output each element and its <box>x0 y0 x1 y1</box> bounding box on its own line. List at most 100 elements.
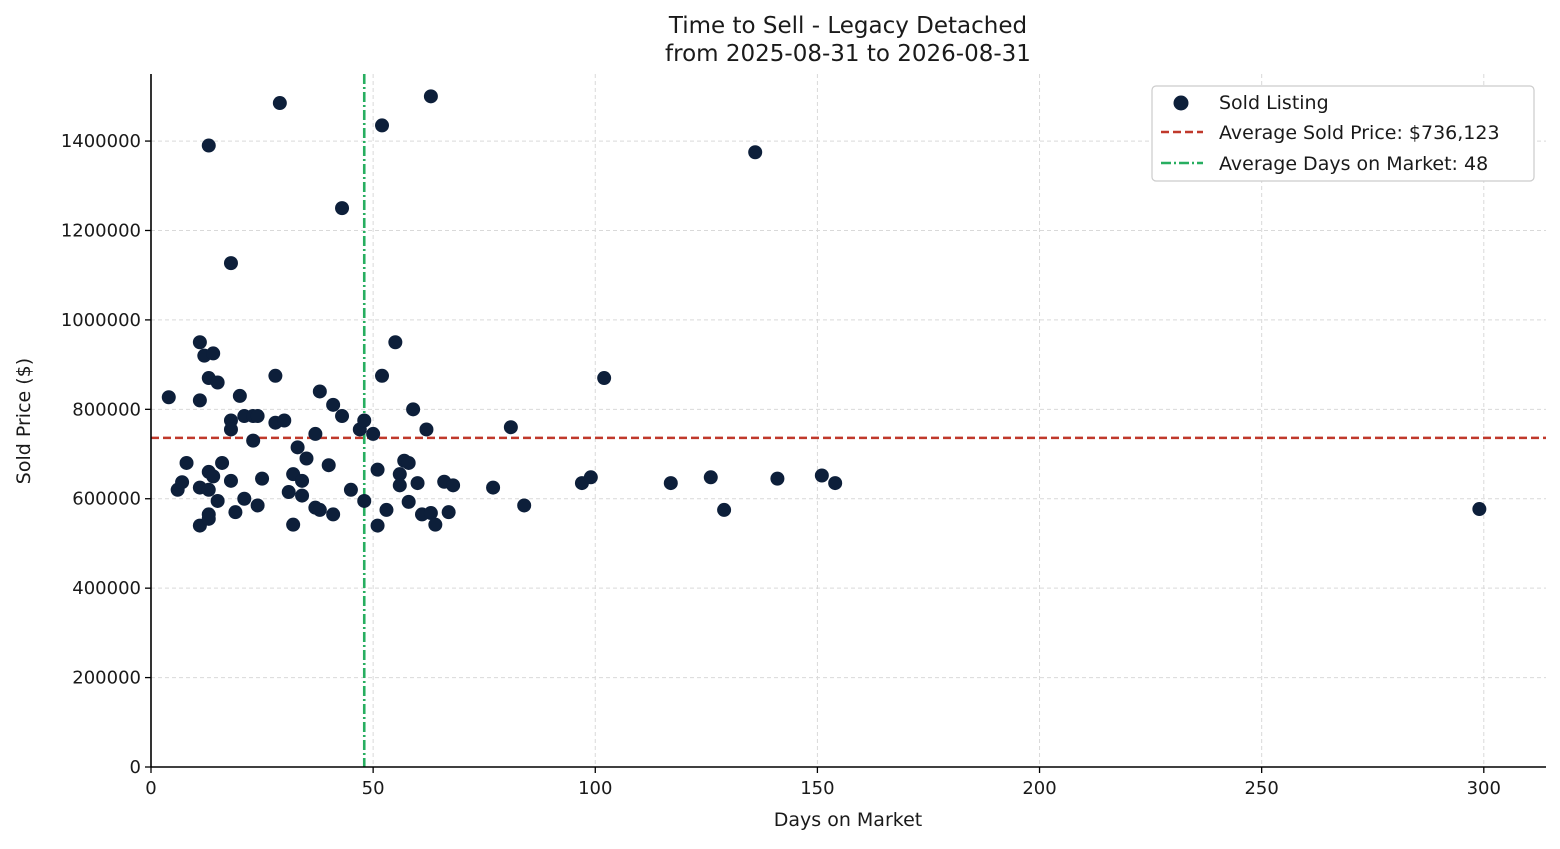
data-point <box>423 89 438 104</box>
data-point <box>375 118 390 133</box>
data-point <box>201 138 216 153</box>
data-point <box>703 470 718 485</box>
legend-label-avg-price: Average Sold Price: $736,123 <box>1219 122 1500 144</box>
data-point <box>268 368 283 383</box>
data-point <box>290 440 305 455</box>
chart-legend: Sold Listing Average Sold Price: $736,12… <box>1151 85 1535 182</box>
legend-marker-sold-listing <box>1173 95 1189 111</box>
data-point <box>1472 502 1487 517</box>
data-point <box>370 518 385 533</box>
data-point <box>210 493 225 508</box>
data-point <box>223 256 238 271</box>
data-point <box>335 409 350 424</box>
data-point <box>321 458 336 473</box>
data-point <box>175 475 190 490</box>
y-tick-label: 1400000 <box>61 131 141 152</box>
data-point <box>375 368 390 383</box>
data-point <box>366 426 381 441</box>
data-point <box>281 485 296 500</box>
data-point <box>486 480 501 495</box>
legend-label-sold-listing: Sold Listing <box>1219 92 1329 114</box>
data-point <box>210 375 225 390</box>
data-point <box>223 422 238 437</box>
data-points <box>161 89 1487 533</box>
legend-label-avg-days: Average Days on Market: 48 <box>1219 153 1488 175</box>
data-point <box>272 96 287 111</box>
data-point <box>312 502 327 517</box>
data-point <box>215 455 230 470</box>
x-axis-label: Days on Market <box>774 809 922 831</box>
x-tick-label: 100 <box>578 778 612 799</box>
data-point <box>441 505 456 520</box>
x-tick-label: 300 <box>1467 778 1501 799</box>
y-tick-label: 800000 <box>72 399 141 420</box>
chart-title: Time to Sell - Legacy Detached <box>668 13 1027 39</box>
data-point <box>401 455 416 470</box>
data-point <box>255 471 270 486</box>
y-tick-label: 1000000 <box>61 310 141 331</box>
y-tick-label: 600000 <box>72 489 141 510</box>
y-tick-label: 400000 <box>72 578 141 599</box>
x-tick-label: 250 <box>1244 778 1278 799</box>
data-point <box>597 371 612 386</box>
data-point <box>401 494 416 509</box>
y-tick-label: 0 <box>130 757 141 778</box>
data-point <box>326 507 341 522</box>
x-tick-label: 0 <box>145 778 156 799</box>
data-point <box>357 493 372 508</box>
data-point <box>370 462 385 477</box>
grid-lines <box>151 74 1546 767</box>
data-point <box>312 384 327 399</box>
y-tick-label: 1200000 <box>61 220 141 241</box>
data-point <box>343 482 358 497</box>
data-point <box>246 433 261 448</box>
data-point <box>517 498 532 513</box>
data-point <box>326 397 341 412</box>
data-point <box>179 455 194 470</box>
data-point <box>828 476 843 491</box>
data-point <box>663 476 678 491</box>
data-point <box>161 390 176 405</box>
data-point <box>379 502 394 517</box>
data-point <box>277 413 292 428</box>
data-point <box>770 471 785 486</box>
y-axis-ticks: 0 200000 400000 600000 800000 1000000 1200000 1… <box>61 131 151 778</box>
data-point <box>192 335 207 350</box>
data-point <box>228 505 243 520</box>
data-point <box>717 502 732 517</box>
data-point <box>428 517 443 532</box>
chart-subtitle: from 2025-08-31 to 2026-08-31 <box>665 41 1031 67</box>
data-point <box>237 491 252 506</box>
data-point <box>206 469 221 484</box>
x-tick-label: 50 <box>362 778 385 799</box>
data-point <box>357 413 372 428</box>
data-point <box>201 511 216 526</box>
axes <box>150 74 1546 768</box>
data-point <box>814 468 829 483</box>
x-axis-ticks: 0 50 100 150 200 250 300 <box>145 767 1501 799</box>
data-point <box>392 478 407 493</box>
data-point <box>201 482 216 497</box>
data-point <box>223 473 238 488</box>
data-point <box>388 335 403 350</box>
data-point <box>308 426 323 441</box>
data-point <box>335 201 350 216</box>
data-point <box>748 145 763 160</box>
data-point <box>406 402 421 417</box>
data-point <box>392 467 407 482</box>
legend-box <box>1151 85 1535 182</box>
data-point <box>503 420 518 435</box>
data-point <box>206 346 221 361</box>
data-point <box>583 470 598 485</box>
x-tick-label: 150 <box>800 778 834 799</box>
data-point <box>286 517 301 532</box>
data-point <box>192 393 207 408</box>
x-tick-label: 200 <box>1022 778 1056 799</box>
y-axis-label: Sold Price ($) <box>13 358 35 484</box>
data-point <box>295 488 310 503</box>
data-point <box>295 473 310 488</box>
data-point <box>410 476 425 491</box>
data-point <box>423 506 438 521</box>
data-point <box>250 409 265 424</box>
